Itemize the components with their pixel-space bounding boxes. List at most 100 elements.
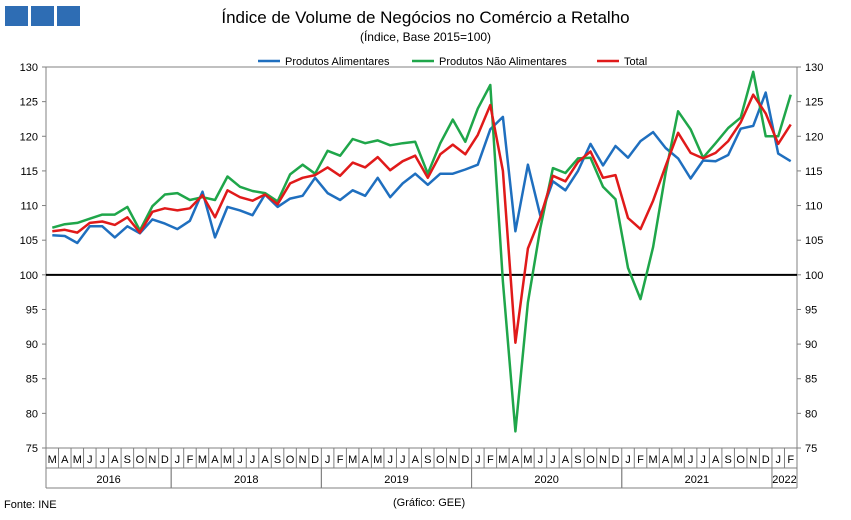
x-tick-label: O [136,454,145,466]
x-tick-label: A [61,454,69,466]
y-tick-label-left: 85 [26,374,38,386]
x-tick-label: J [775,454,781,466]
x-tick-label: J [250,454,256,466]
x-tick-label: J [325,454,331,466]
x-tick-label: J [237,454,243,466]
y-tick-label-left: 75 [26,443,38,455]
x-tick-label: O [286,454,295,466]
x-tick-label: N [599,454,607,466]
x-tick-label: A [562,454,570,466]
x-tick-label: N [749,454,757,466]
x-tick-label: A [662,454,670,466]
series-line [52,93,792,344]
x-tick-label: A [512,454,520,466]
x-tick-label: F [637,454,644,466]
y-tick-label-right: 120 [805,131,823,143]
series-line [51,70,792,433]
x-tick-label: D [612,454,620,466]
year-label: 2016 [96,474,120,486]
x-tick-label: N [449,454,457,466]
x-tick-label: D [161,454,169,466]
x-tick-label: J [387,454,393,466]
x-tick-label: O [436,454,445,466]
y-tick-label-left: 100 [20,270,38,282]
legend-label: Produtos Alimentares [285,56,390,68]
y-tick-label-left: 115 [20,166,38,178]
x-tick-label: J [625,454,631,466]
x-tick-label: F [187,454,194,466]
x-tick-label: D [311,454,319,466]
y-tick-label-right: 90 [805,339,817,351]
x-tick-label: O [736,454,745,466]
chart-subtitle: (Índice, Base 2015=100) [359,30,492,44]
logo-block [31,6,54,26]
x-tick-label: M [73,454,82,466]
year-label: 2019 [384,474,408,486]
x-tick-label: N [299,454,307,466]
chart-axes: 75 75 80 80 85 85 90 90 95 95 100 100 105 105 110 110 11… [20,62,823,489]
y-tick-label-left: 130 [20,62,38,74]
y-tick-label-right: 80 [805,408,817,420]
x-tick-label: A [412,454,420,466]
logo-block [5,6,28,26]
x-tick-label: S [574,454,581,466]
chart-title: Índice de Volume de Negócios no Comércio… [221,8,630,27]
x-tick-label: J [475,454,481,466]
x-tick-label: S [124,454,131,466]
x-tick-label: F [337,454,344,466]
x-tick-label: F [487,454,494,466]
x-tick-label: S [724,454,731,466]
x-tick-label: J [175,454,181,466]
year-label: 2021 [685,474,709,486]
x-tick-label: M [198,454,207,466]
series-line [52,91,792,245]
x-tick-label: A [362,454,370,466]
y-tick-label-right: 105 [805,235,823,247]
y-tick-label-left: 120 [20,131,38,143]
x-tick-label: A [111,454,119,466]
y-tick-label-right: 125 [805,97,823,109]
x-tick-label: A [211,454,219,466]
x-tick-label: J [688,454,694,466]
x-tick-label: N [148,454,156,466]
x-tick-label: D [461,454,469,466]
x-tick-label: M [523,454,532,466]
y-tick-label-right: 75 [805,443,817,455]
y-tick-label-left: 110 [20,201,38,213]
x-tick-label: D [762,454,770,466]
x-tick-label: J [538,454,544,466]
x-tick-label: M [48,454,57,466]
y-tick-label-right: 85 [805,374,817,386]
y-tick-label-left: 90 [26,339,38,351]
x-tick-label: J [550,454,556,466]
y-tick-label-right: 130 [805,62,823,74]
x-tick-label: S [424,454,431,466]
y-tick-label-right: 95 [805,304,817,316]
x-tick-label: J [87,454,93,466]
source-label: Fonte: INE [4,499,57,511]
x-tick-label: M [648,454,657,466]
x-tick-label: M [223,454,232,466]
x-tick-label: F [787,454,794,466]
x-tick-label: J [700,454,706,466]
year-label: 2018 [234,474,258,486]
x-tick-label: J [100,454,106,466]
legend-label: Total [624,56,647,68]
legend: Produtos Alimentares Produtos Não Aliment… [258,56,647,68]
x-tick-label: J [400,454,406,466]
y-tick-label-left: 125 [20,97,38,109]
chart-series [51,70,792,433]
y-tick-label-right: 100 [805,270,823,282]
gee-logo [5,6,80,26]
year-label: 2020 [534,474,558,486]
legend-label: Produtos Não Alimentares [439,56,567,68]
y-tick-label-right: 110 [805,201,823,213]
plot-frame [45,66,798,449]
x-tick-label: S [274,454,281,466]
x-tick-label: A [261,454,269,466]
logo-block [57,6,80,26]
y-tick-label-left: 80 [26,408,38,420]
y-tick-label-right: 115 [805,166,823,178]
x-tick-label: A [712,454,720,466]
